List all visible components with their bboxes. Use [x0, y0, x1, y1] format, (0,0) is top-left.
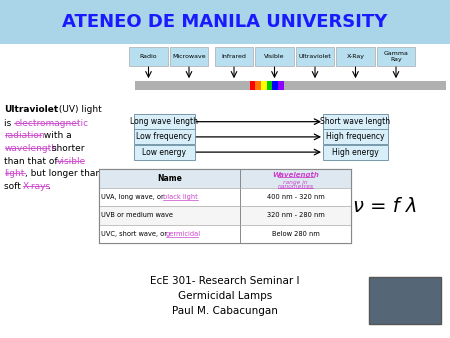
- Text: High energy: High energy: [332, 148, 379, 156]
- Text: Infrared: Infrared: [221, 54, 247, 59]
- FancyBboxPatch shape: [134, 129, 195, 144]
- Text: Gamma
Ray: Gamma Ray: [383, 51, 409, 62]
- FancyBboxPatch shape: [0, 0, 450, 44]
- Text: High frequency: High frequency: [326, 132, 385, 141]
- Text: ATENEO DE MANILA UNIVERSITY: ATENEO DE MANILA UNIVERSITY: [62, 13, 388, 31]
- Text: Long wave length: Long wave length: [130, 117, 198, 126]
- FancyBboxPatch shape: [99, 206, 351, 225]
- Text: germicidal: germicidal: [166, 231, 201, 237]
- Text: .: .: [48, 182, 51, 191]
- FancyBboxPatch shape: [256, 47, 293, 66]
- Text: nanometres: nanometres: [278, 184, 314, 189]
- Text: black light: black light: [163, 194, 198, 200]
- Text: Low frequency: Low frequency: [136, 132, 192, 141]
- FancyBboxPatch shape: [337, 47, 374, 66]
- Text: electromagnetic: electromagnetic: [14, 119, 89, 127]
- FancyBboxPatch shape: [99, 188, 351, 206]
- Text: Low energy: Low energy: [142, 148, 186, 156]
- FancyBboxPatch shape: [99, 225, 351, 243]
- Text: visible: visible: [56, 156, 86, 166]
- Text: X-Ray: X-Ray: [346, 54, 364, 59]
- FancyBboxPatch shape: [369, 277, 441, 324]
- FancyBboxPatch shape: [261, 81, 266, 90]
- FancyBboxPatch shape: [266, 81, 272, 90]
- Text: Name: Name: [157, 174, 182, 183]
- Text: range in: range in: [283, 180, 308, 185]
- FancyBboxPatch shape: [377, 47, 415, 66]
- Text: ν = f λ: ν = f λ: [352, 197, 417, 216]
- Text: Radio: Radio: [140, 54, 158, 59]
- Text: UVB or medium wave: UVB or medium wave: [101, 213, 173, 218]
- Text: Wavelength: Wavelength: [272, 172, 319, 178]
- Text: is: is: [4, 119, 14, 127]
- Text: with a: with a: [41, 131, 72, 140]
- Text: than that of: than that of: [4, 156, 61, 166]
- FancyBboxPatch shape: [250, 81, 256, 90]
- FancyBboxPatch shape: [134, 145, 195, 160]
- FancyBboxPatch shape: [323, 129, 388, 144]
- Text: , but longer than: , but longer than: [25, 169, 101, 178]
- Text: EcE 301- Research Seminar I
Germicidal Lamps
Paul M. Cabacungan: EcE 301- Research Seminar I Germicidal L…: [150, 276, 300, 316]
- FancyBboxPatch shape: [323, 145, 388, 160]
- Text: shorter: shorter: [49, 144, 84, 153]
- Text: Ultraviolet: Ultraviolet: [4, 105, 59, 114]
- Text: Short wave length: Short wave length: [320, 117, 391, 126]
- FancyBboxPatch shape: [99, 169, 351, 243]
- FancyBboxPatch shape: [323, 114, 388, 129]
- Text: Visible: Visible: [264, 54, 285, 59]
- FancyBboxPatch shape: [134, 114, 195, 129]
- FancyBboxPatch shape: [170, 47, 208, 66]
- FancyBboxPatch shape: [256, 81, 261, 90]
- FancyBboxPatch shape: [215, 47, 253, 66]
- Text: light: light: [4, 169, 25, 178]
- Text: X-rays: X-rays: [22, 182, 50, 191]
- FancyBboxPatch shape: [99, 169, 351, 188]
- Text: soft: soft: [4, 182, 24, 191]
- Text: Microwave: Microwave: [172, 54, 206, 59]
- FancyBboxPatch shape: [296, 47, 334, 66]
- Text: radiation: radiation: [4, 131, 45, 140]
- Text: wavelength: wavelength: [4, 144, 58, 153]
- Text: Ultraviolet: Ultraviolet: [299, 54, 331, 59]
- Text: UVC, short wave, or: UVC, short wave, or: [101, 231, 169, 237]
- Text: Below 280 nm: Below 280 nm: [272, 231, 320, 237]
- FancyBboxPatch shape: [272, 81, 278, 90]
- Text: 320 nm - 280 nm: 320 nm - 280 nm: [267, 213, 324, 218]
- Text: 400 nm - 320 nm: 400 nm - 320 nm: [267, 194, 324, 200]
- FancyBboxPatch shape: [135, 81, 446, 90]
- FancyBboxPatch shape: [278, 81, 284, 90]
- FancyBboxPatch shape: [130, 47, 168, 66]
- Text: UVA, long wave, or: UVA, long wave, or: [101, 194, 166, 200]
- Text: (UV) light: (UV) light: [56, 105, 102, 114]
